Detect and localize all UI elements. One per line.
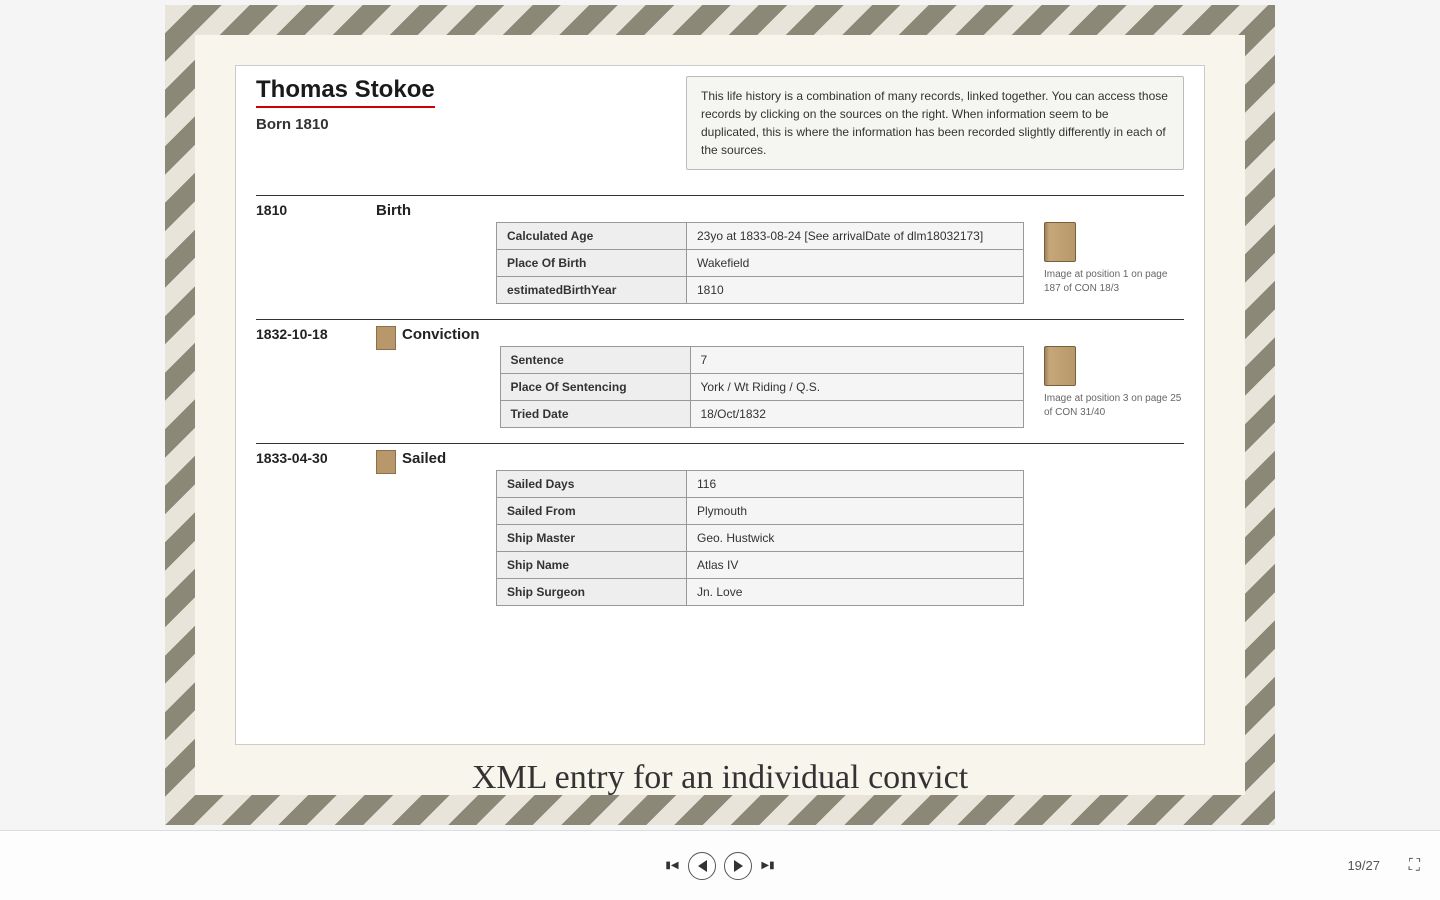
- row-value: 7: [691, 347, 1024, 373]
- table-row: Ship NameAtlas IV: [496, 551, 1024, 578]
- last-slide-button[interactable]: ▶▮: [760, 858, 776, 874]
- row-key: Ship Master: [497, 525, 687, 551]
- fullscreen-button[interactable]: ⛶: [1409, 857, 1420, 875]
- row-value: 23yo at 1833-08-24 [See arrivalDate of d…: [687, 223, 1023, 249]
- row-value: Jn. Love: [687, 579, 1023, 605]
- row-key: Ship Name: [497, 552, 687, 578]
- header-row: Thomas Stokoe Born 1810 This life histor…: [236, 66, 1204, 180]
- person-name: Thomas Stokoe: [256, 76, 435, 108]
- row-value: Geo. Hustwick: [687, 525, 1023, 551]
- page-indicator: 19/27: [1347, 858, 1380, 873]
- name-column: Thomas Stokoe Born 1810: [256, 76, 656, 170]
- table-row: Place Of BirthWakefield: [496, 249, 1024, 276]
- table-row: Sailed FromPlymouth: [496, 497, 1024, 524]
- paper-region: Thomas Stokoe Born 1810 This life histor…: [195, 35, 1245, 795]
- event-table: Sentence7Place Of SentencingYork / Wt Ri…: [500, 346, 1025, 428]
- current-page: 19: [1347, 858, 1361, 873]
- table-row: estimatedBirthYear1810: [496, 276, 1024, 304]
- book-icon[interactable]: [1044, 346, 1076, 386]
- slide: Thomas Stokoe Born 1810 This life histor…: [165, 5, 1275, 825]
- source-caption: Image at position 1 on page 187 of CON 1…: [1044, 268, 1184, 296]
- table-row: Tried Date18/Oct/1832: [500, 400, 1025, 428]
- event-block: 1832-10-18 Conviction Sentence7Place Of Se…: [256, 319, 1184, 428]
- row-key: Sentence: [501, 347, 691, 373]
- row-value: Atlas IV: [687, 552, 1023, 578]
- source-column: Image at position 1 on page 187 of CON 1…: [1044, 202, 1184, 304]
- table-row: Ship MasterGeo. Hustwick: [496, 524, 1024, 551]
- born-label: Born 1810: [256, 116, 656, 133]
- table-row: Place Of SentencingYork / Wt Riding / Q.…: [500, 373, 1025, 400]
- event-title: Birth: [376, 202, 411, 219]
- event-title-col: Sailed: [376, 450, 476, 606]
- event-date: 1833-04-30: [256, 450, 356, 606]
- info-box: This life history is a combination of ma…: [686, 76, 1184, 170]
- table-row: Sailed Days116: [496, 470, 1024, 497]
- first-slide-button[interactable]: ▮◀: [664, 858, 680, 874]
- slide-caption: XML entry for an individual convict: [235, 759, 1205, 795]
- prev-slide-button[interactable]: [688, 852, 716, 880]
- row-key: Ship Surgeon: [497, 579, 687, 605]
- table-row: Calculated Age23yo at 1833-08-24 [See ar…: [496, 222, 1024, 249]
- row-key: Place Of Sentencing: [501, 374, 691, 400]
- row-value: Plymouth: [687, 498, 1023, 524]
- next-icon: [734, 860, 743, 872]
- slide-viewer: Thomas Stokoe Born 1810 This life histor…: [0, 0, 1440, 830]
- row-key: Sailed From: [497, 498, 687, 524]
- event-date: 1832-10-18: [256, 326, 356, 428]
- row-value: 1810: [687, 277, 1023, 303]
- event-date: 1810: [256, 202, 356, 304]
- row-value: 116: [687, 471, 1023, 497]
- total-pages: 27: [1366, 858, 1380, 873]
- row-value: York / Wt Riding / Q.S.: [691, 374, 1024, 400]
- event-block: 1810 Birth Calculated Age23yo at 1833-08-2…: [256, 195, 1184, 304]
- row-key: Sailed Days: [497, 471, 687, 497]
- row-value: Wakefield: [687, 250, 1023, 276]
- source-column: [1044, 450, 1184, 606]
- source-column: Image at position 3 on page 25 of CON 31…: [1044, 326, 1184, 428]
- row-key: Calculated Age: [497, 223, 687, 249]
- event-type-icon: [376, 326, 396, 350]
- row-key: estimatedBirthYear: [497, 277, 687, 303]
- event-title-col: Conviction: [376, 326, 480, 428]
- source-caption: Image at position 3 on page 25 of CON 31…: [1044, 392, 1184, 420]
- prev-icon: [698, 860, 707, 872]
- table-row: Sentence7: [500, 346, 1025, 373]
- event-type-icon: [376, 450, 396, 474]
- row-value: 18/Oct/1832: [691, 401, 1024, 427]
- event-table: Calculated Age23yo at 1833-08-24 [See ar…: [496, 222, 1024, 304]
- event-title-col: Birth: [376, 202, 476, 304]
- nav-controls: ▮◀ ▶▮: [664, 852, 776, 880]
- next-slide-button[interactable]: [724, 852, 752, 880]
- row-key: Tried Date: [501, 401, 691, 427]
- book-icon[interactable]: [1044, 222, 1076, 262]
- event-title: Conviction: [402, 326, 480, 343]
- event-title: Sailed: [402, 450, 446, 467]
- row-key: Place Of Birth: [497, 250, 687, 276]
- event-block: 1833-04-30 Sailed Sailed Days116Sailed Fro…: [256, 443, 1184, 606]
- controls-bar: ▮◀ ▶▮ 19/27 ⛶: [0, 830, 1440, 900]
- record-card: Thomas Stokoe Born 1810 This life histor…: [235, 65, 1205, 745]
- event-table: Sailed Days116Sailed FromPlymouthShip Ma…: [496, 470, 1024, 606]
- table-row: Ship SurgeonJn. Love: [496, 578, 1024, 606]
